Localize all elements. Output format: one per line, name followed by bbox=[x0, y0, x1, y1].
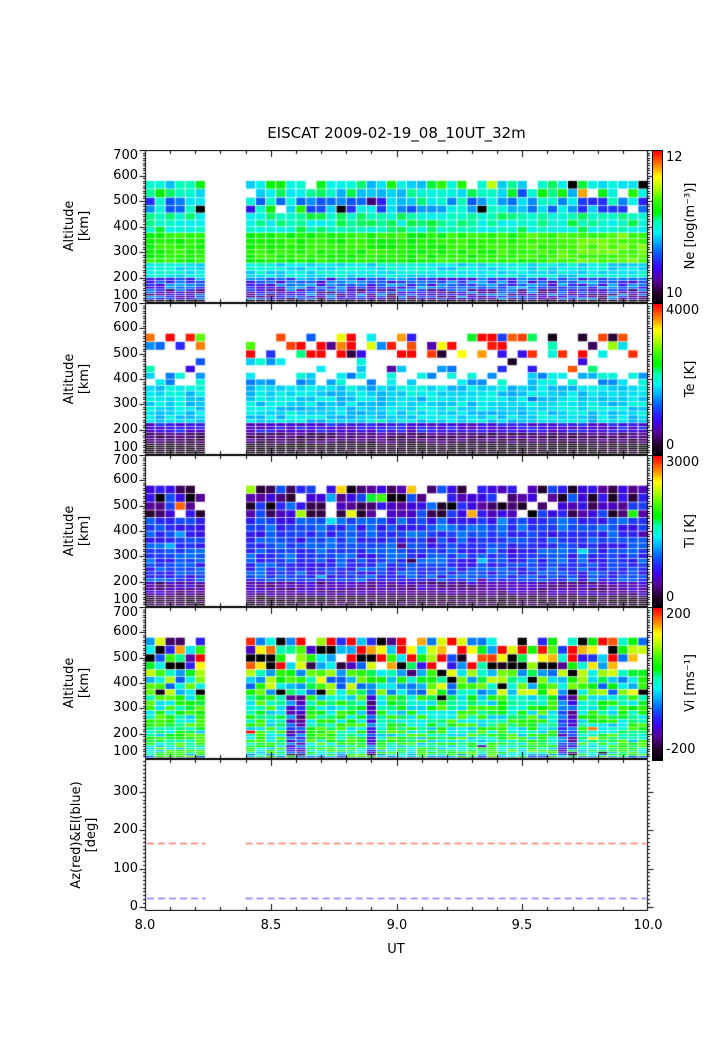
azel-tick-label: 100 bbox=[113, 860, 138, 876]
colorbar-unit-ti: Ti [K] bbox=[610, 451, 708, 611]
altitude-tick-label: 700 bbox=[113, 148, 138, 163]
x-tick-label: 8.0 bbox=[134, 918, 156, 933]
altitude-tick-label: 300 bbox=[113, 700, 138, 716]
colorbar-unit-text: Te [K] bbox=[682, 360, 698, 398]
altitude-tick-label: 400 bbox=[113, 218, 138, 234]
altitude-tick-label: 200 bbox=[113, 725, 138, 741]
altitude-tick-label: 200 bbox=[113, 573, 138, 589]
altitude-axis-label-line2: [km] bbox=[77, 210, 92, 242]
azel-tick-label: 200 bbox=[113, 822, 138, 838]
colorbar-unit-vi: Vi [ms⁻¹] bbox=[610, 603, 708, 763]
altitude-tick-label: 400 bbox=[113, 371, 138, 386]
altitude-tick-label: 700 bbox=[113, 453, 138, 468]
altitude-tick-label: 200 bbox=[113, 269, 138, 285]
altitude-axis-label-line1: Altitude bbox=[62, 657, 77, 709]
ti-heatmap-canvas bbox=[135, 455, 658, 607]
altitude-tick-label: 500 bbox=[113, 193, 138, 208]
colorbar-min-label: 10 bbox=[666, 286, 683, 301]
colorbar-unit-ne: Ne [log(m⁻³)] bbox=[610, 146, 708, 306]
altitude-tick-label: 500 bbox=[113, 649, 138, 665]
azel-tick-label: 300 bbox=[113, 783, 138, 799]
altitude-tick-label: 600 bbox=[113, 320, 138, 336]
altitude-tick-label: 300 bbox=[113, 548, 138, 564]
altitude-tick-label: 600 bbox=[113, 624, 138, 640]
colorbar-unit-text: Vi [ms⁻¹] bbox=[682, 654, 698, 713]
azel-tick-label: 0 bbox=[129, 898, 138, 914]
te-heatmap-canvas bbox=[135, 303, 658, 455]
plot-title: EISCAT 2009-02-19_08_10UT_32m bbox=[267, 124, 526, 142]
altitude-tick-label: 200 bbox=[113, 421, 138, 437]
colorbar-min-label: 0 bbox=[666, 590, 675, 605]
altitude-axis-label-line1: Altitude bbox=[62, 200, 77, 252]
altitude-axis-label-line2: [km] bbox=[77, 363, 92, 395]
colorbar-max-label: 200 bbox=[666, 607, 691, 622]
altitude-tick-label: 100 bbox=[113, 592, 138, 607]
altitude-tick-label: 500 bbox=[113, 497, 138, 513]
altitude-axis-label-line2: [km] bbox=[77, 515, 92, 547]
altitude-tick-label: 600 bbox=[113, 472, 138, 488]
altitude-tick-label: 500 bbox=[113, 345, 138, 361]
altitude-axis-label-line2: [km] bbox=[77, 667, 92, 699]
x-axis-label: UT bbox=[387, 942, 405, 957]
x-tick-label: 8.5 bbox=[260, 918, 282, 933]
altitude-tick-label: 700 bbox=[113, 605, 138, 620]
colorbar-unit-te: Te [K] bbox=[610, 299, 708, 459]
colorbar-unit-text: Ne [log(m⁻³)] bbox=[682, 182, 698, 270]
altitude-axis-label-line1: Altitude bbox=[62, 505, 77, 557]
altitude-tick-label: 400 bbox=[113, 523, 138, 538]
azel-axis-label-line1: Az(red)&El(blue) bbox=[69, 781, 84, 889]
colorbar-max-label: 4000 bbox=[666, 303, 700, 318]
altitude-tick-label: 300 bbox=[113, 244, 138, 259]
azel-axis-label-line2: [deg] bbox=[84, 817, 99, 853]
x-tick-label: 9.5 bbox=[511, 918, 533, 933]
altitude-tick-label: 100 bbox=[113, 288, 138, 303]
altitude-tick-label: 300 bbox=[113, 396, 138, 412]
colorbar-max-label: 3000 bbox=[666, 455, 700, 470]
x-tick-label: 10.0 bbox=[633, 918, 663, 933]
altitude-tick-label: 700 bbox=[113, 301, 138, 316]
x-tick-label: 9.0 bbox=[386, 918, 408, 933]
altitude-axis-label-line1: Altitude bbox=[62, 353, 77, 405]
vi-heatmap-canvas bbox=[135, 607, 658, 759]
colorbar-min-label: -200 bbox=[666, 742, 696, 757]
ne-heatmap-canvas bbox=[135, 150, 658, 303]
colorbar-unit-text: Ti [K] bbox=[682, 514, 698, 548]
colorbar-min-label: 0 bbox=[666, 438, 675, 453]
altitude-tick-label: 400 bbox=[113, 675, 138, 690]
altitude-tick-label: 100 bbox=[113, 744, 138, 759]
colorbar-max-label: 12 bbox=[666, 150, 683, 165]
altitude-tick-label: 600 bbox=[113, 167, 138, 183]
azel-lines-canvas bbox=[135, 759, 658, 911]
altitude-tick-label: 100 bbox=[113, 440, 138, 455]
colorbar-vi bbox=[652, 607, 663, 761]
